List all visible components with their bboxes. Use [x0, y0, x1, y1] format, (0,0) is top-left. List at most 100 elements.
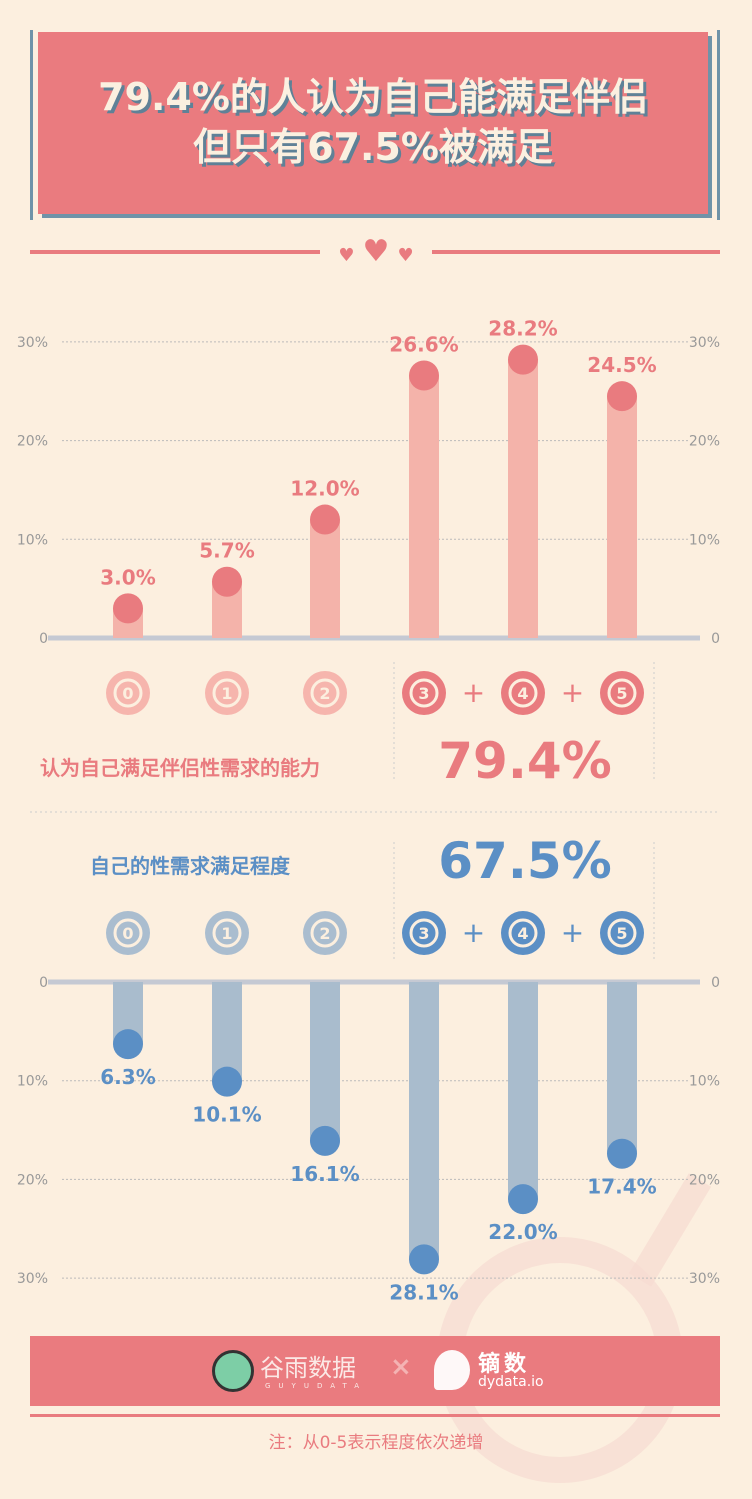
bar — [212, 982, 242, 1082]
data-point — [310, 504, 340, 535]
bottom-chart-summary: 67.5% — [438, 832, 612, 890]
category-badge — [205, 671, 249, 715]
page-title: 79.4%的人认为自己能满足伴侣 但只有67.5%被满足 — [38, 72, 708, 172]
data-label: 17.4% — [587, 1175, 656, 1199]
y-tick-label-right: 30% — [689, 1271, 720, 1287]
category-badge — [402, 911, 446, 955]
data-label: 28.2% — [488, 317, 557, 341]
bar — [310, 982, 340, 1141]
divider-left — [30, 250, 320, 254]
plus-sign: + — [462, 916, 485, 949]
data-label: 12.0% — [290, 477, 359, 501]
data-point — [212, 1066, 242, 1097]
plus-sign: + — [462, 676, 485, 709]
category-badge-ring — [607, 918, 637, 948]
category-badge-ring — [113, 918, 143, 948]
y-tick-label-right: 10% — [689, 1074, 720, 1090]
title-banner — [38, 32, 708, 214]
category-label: 2 — [319, 684, 330, 703]
category-label: 2 — [319, 924, 330, 943]
category-badge — [501, 911, 545, 955]
y-tick-label-right: 20% — [689, 434, 720, 450]
bar — [409, 375, 439, 638]
cross-icon: × — [390, 1352, 412, 1382]
plus-sign: + — [561, 676, 584, 709]
y-tick-label-left: 30% — [17, 1271, 48, 1287]
brand-guyu: 谷雨数据 — [260, 1354, 356, 1382]
footnote: 注：从0-5表示程度依次递增 — [268, 1433, 484, 1453]
data-label: 26.6% — [389, 332, 458, 356]
y-tick-label-left: 10% — [17, 532, 48, 548]
male-symbol-icon — [628, 1173, 712, 1287]
category-badge-ring — [113, 678, 143, 708]
guyu-logo-icon — [212, 1350, 254, 1392]
heart-icon: ♥ — [338, 245, 355, 266]
category-badge — [600, 671, 644, 715]
category-label: 0 — [122, 684, 133, 703]
heart-icon: ♥ — [362, 234, 390, 269]
category-badge — [303, 671, 347, 715]
category-label: 4 — [517, 924, 528, 943]
hearts-decoration: ♥ ♥ ♥ — [326, 234, 426, 269]
title-frame — [30, 30, 720, 220]
y-tick-label-left: 0 — [39, 631, 48, 647]
title-line-2: 但只有67.5%被满足 — [193, 125, 553, 169]
bottom-chart-title: 自己的性需求满足程度 — [90, 854, 290, 878]
data-label: 10.1% — [192, 1103, 261, 1127]
bar — [409, 982, 439, 1260]
y-tick-label-right: 0 — [711, 975, 720, 991]
bar — [508, 359, 538, 638]
category-label: 1 — [221, 924, 232, 943]
category-badge-ring — [212, 918, 242, 948]
data-point — [607, 1138, 637, 1169]
data-label: 28.1% — [389, 1280, 458, 1304]
footer-line — [30, 1414, 720, 1417]
y-tick-label-right: 20% — [689, 1172, 720, 1188]
category-badge — [501, 671, 545, 715]
category-label: 5 — [616, 924, 627, 943]
data-point — [310, 1125, 340, 1156]
top-chart-title: 认为自己满足伴侣性需求的能力 — [40, 756, 320, 780]
category-badge-ring — [607, 678, 637, 708]
data-label: 5.7% — [199, 539, 254, 563]
y-tick-label-left: 10% — [17, 1074, 48, 1090]
category-badge-ring — [409, 678, 439, 708]
heart-icon: ♥ — [397, 245, 414, 266]
category-badge — [402, 671, 446, 715]
data-point — [607, 381, 637, 412]
data-point — [508, 344, 538, 375]
category-badge-ring — [310, 678, 340, 708]
y-tick-label-right: 30% — [689, 335, 720, 351]
category-badge — [600, 911, 644, 955]
category-label: 3 — [418, 684, 429, 703]
category-label: 4 — [517, 684, 528, 703]
y-tick-label-right: 10% — [689, 532, 720, 548]
data-label: 24.5% — [587, 353, 656, 377]
category-badge-ring — [310, 918, 340, 948]
data-point — [212, 566, 242, 597]
dydata-logo-icon — [434, 1350, 470, 1390]
category-badge-ring — [409, 918, 439, 948]
y-tick-label-left: 20% — [17, 1172, 48, 1188]
data-point — [113, 593, 143, 624]
divider-right — [432, 250, 720, 254]
footer-band — [30, 1336, 720, 1406]
data-point — [409, 1244, 439, 1275]
plus-sign: + — [561, 916, 584, 949]
category-label: 5 — [616, 684, 627, 703]
brand-dydata-sub: dydata.io — [478, 1374, 544, 1390]
category-badge — [106, 671, 150, 715]
brand-dydata: 镝数 — [478, 1352, 531, 1377]
data-label: 6.3% — [100, 1065, 155, 1089]
bar — [508, 982, 538, 1200]
category-label: 3 — [418, 924, 429, 943]
category-badge — [106, 911, 150, 955]
category-badge-ring — [508, 918, 538, 948]
bar — [607, 982, 637, 1154]
top-chart-summary: 79.4% — [438, 732, 612, 790]
y-tick-label-left: 20% — [17, 434, 48, 450]
data-label: 16.1% — [290, 1162, 359, 1186]
data-label: 3.0% — [100, 565, 155, 589]
brand-guyu-sub: GUYUDATA — [265, 1382, 367, 1390]
category-label: 0 — [122, 924, 133, 943]
